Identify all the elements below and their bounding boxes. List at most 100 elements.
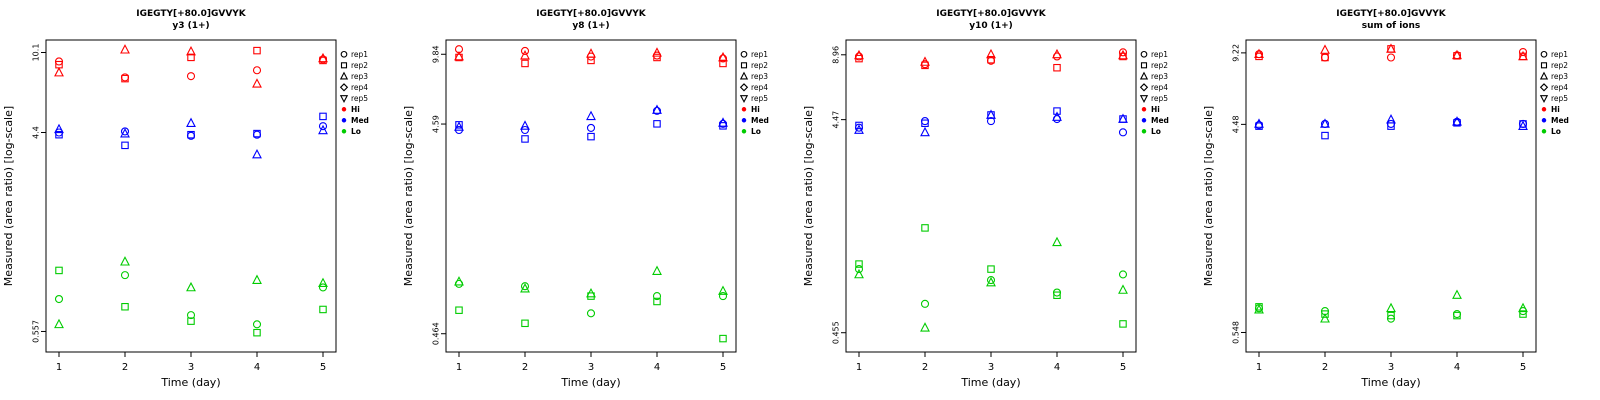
data-point-Hi-rep1 <box>520 46 530 56</box>
plot-box <box>445 39 737 353</box>
data-point-Lo-rep2 <box>521 319 529 328</box>
data-point-Hi-rep3 <box>54 66 64 77</box>
data-point-Lo-rep1 <box>54 294 64 304</box>
data-point-Med-rep3 <box>718 117 728 127</box>
legend-label-hi: Hi <box>1551 105 1560 114</box>
data-point-Med-rep3 <box>920 126 930 137</box>
data-point-Lo-rep2 <box>55 266 63 275</box>
data-point-Hi-rep2 <box>987 55 995 64</box>
data-point-Lo-rep1 <box>1452 310 1462 319</box>
data-point-Med-rep1 <box>1118 128 1128 137</box>
data-point-Lo-rep2 <box>987 265 995 273</box>
legend-marker-hi <box>341 107 347 112</box>
legend-marker-rep3 <box>1539 71 1549 80</box>
data-point-Lo-rep1 <box>920 299 930 308</box>
data-point-Hi-rep2 <box>521 59 529 68</box>
chart-panel-1: IGEGTY[+80.0]GVVYK y3 (1+) 1 2 3 4 5 Time (day)… <box>2 9 369 389</box>
legend-marker-rep2 <box>340 62 348 69</box>
data-point-Med-rep3 <box>1386 114 1396 124</box>
legend-label-rep4: rep4 <box>1151 83 1168 92</box>
x-tick-label: 3 <box>188 362 194 373</box>
legend-label-lo: Lo <box>351 127 361 136</box>
y-axis-label: Measured (area ratio) [log-scale] <box>2 106 15 286</box>
data-point-Med-rep2 <box>855 121 863 130</box>
data-point-Med-rep3 <box>1320 118 1330 128</box>
data-point-Hi-rep3 <box>120 44 130 54</box>
x-tick-label: 2 <box>122 362 128 373</box>
data-point-Hi-rep3 <box>1052 48 1062 59</box>
legend-marker-rep4 <box>739 83 749 92</box>
legend-marker-rep3 <box>1139 71 1149 80</box>
data-point-Lo-rep1 <box>652 292 662 301</box>
legend-label-hi: Hi <box>1151 105 1160 114</box>
data-point-Hi-rep1 <box>1118 48 1128 57</box>
legend-marker-rep4 <box>1539 83 1549 92</box>
data-point-Lo-rep2 <box>1387 311 1395 320</box>
data-point-Med-rep3 <box>186 117 196 127</box>
legend-label-med: Med <box>351 116 369 125</box>
legend-marker-rep5 <box>339 95 349 103</box>
x-tick-label: 5 <box>320 362 326 373</box>
legend-label-rep4: rep4 <box>351 83 368 92</box>
data-point-Lo-rep1 <box>120 271 130 280</box>
data-point-Hi-rep3 <box>186 45 196 56</box>
y-axis-label: Measured (area ratio) [log-scale] <box>1202 106 1215 286</box>
legend-label-rep2: rep2 <box>751 61 768 70</box>
legend-label-rep2: rep2 <box>351 61 368 70</box>
legend-label-med: Med <box>1151 116 1169 125</box>
legend-marker-rep2 <box>740 62 748 69</box>
data-point-Med-rep2 <box>55 130 63 139</box>
x-axis-label: Time (day) <box>160 376 220 389</box>
x-axis-label: Time (day) <box>560 376 620 389</box>
data-point-Lo-rep3 <box>454 276 464 286</box>
data-point-Lo-rep3 <box>186 281 196 292</box>
legend-marker-rep2 <box>1140 62 1148 69</box>
data-point-Hi-rep3 <box>854 49 864 60</box>
x-tick-label: 1 <box>1256 362 1262 373</box>
legend-label-rep1: rep1 <box>1551 50 1568 59</box>
x-tick-label: 2 <box>522 362 528 373</box>
data-point-Hi-rep3 <box>718 51 728 62</box>
legend-label-rep5: rep5 <box>1551 94 1568 103</box>
data-point-Lo-rep3 <box>520 283 530 293</box>
y-tick-label: 4.48 <box>1232 115 1241 133</box>
data-point-Lo-rep3 <box>120 256 130 266</box>
data-point-Med-rep3 <box>120 128 130 138</box>
data-point-Med-rep1 <box>586 123 596 132</box>
data-point-Lo-rep1 <box>1118 270 1128 279</box>
legend-label-lo: Lo <box>751 127 761 136</box>
legend-label-rep1: rep1 <box>1151 50 1168 59</box>
data-point-Hi-rep2 <box>653 53 661 62</box>
data-point-Med-rep2 <box>587 132 595 141</box>
data-point-Med-rep3 <box>54 123 64 134</box>
data-point-Lo-rep1 <box>718 292 728 301</box>
legend-marker-rep2 <box>1540 62 1548 69</box>
data-point-Lo-rep2 <box>1119 320 1127 328</box>
legend-marker-rep5 <box>1539 95 1549 103</box>
data-point-Hi-rep1 <box>1320 53 1330 62</box>
data-point-Hi-rep3 <box>1386 43 1396 53</box>
legend-label-hi: Hi <box>351 105 360 114</box>
chart-title: IGEGTY[+80.0]GVVYK <box>536 9 647 19</box>
data-point-Hi-rep3 <box>252 78 262 88</box>
data-point-Lo-rep3 <box>252 274 262 284</box>
x-tick-label: 4 <box>654 362 660 373</box>
legend-marker-rep3 <box>739 71 749 80</box>
legend-label-rep4: rep4 <box>1551 83 1568 92</box>
data-point-Lo-rep2 <box>855 260 863 268</box>
data-point-Hi-rep1 <box>252 66 262 75</box>
y-tick-label: 8.96 <box>832 46 841 64</box>
chart-subtitle: y3 (1+) <box>172 21 209 31</box>
data-point-Lo-rep2 <box>187 317 195 325</box>
legend-label-med: Med <box>1551 116 1569 125</box>
data-point-Hi-rep1 <box>1518 47 1528 57</box>
data-point-Hi-rep1 <box>186 72 196 81</box>
legend-marker-rep4 <box>1139 83 1149 92</box>
legend-marker-med <box>341 118 347 123</box>
data-point-Lo-rep1 <box>186 311 196 320</box>
legend-label-rep3: rep3 <box>351 72 368 81</box>
data-point-Med-rep2 <box>1053 107 1061 115</box>
data-point-Hi-rep2 <box>1321 53 1329 62</box>
x-axis-label: Time (day) <box>1360 376 1420 389</box>
data-point-Lo-rep1 <box>986 276 996 285</box>
